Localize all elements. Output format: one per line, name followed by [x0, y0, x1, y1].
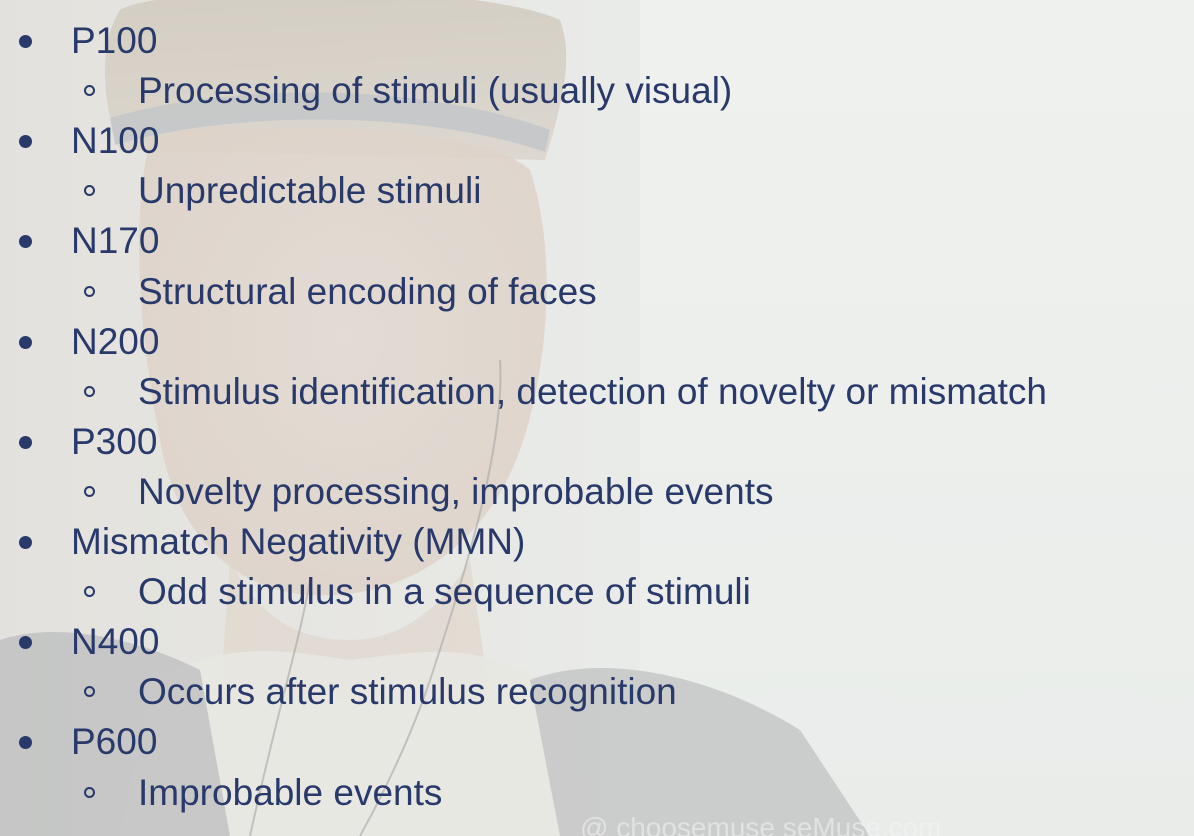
bullet-text: Processing of stimuli (usually visual) — [138, 70, 733, 111]
face-shape — [139, 127, 547, 596]
hollow-bullet-icon — [84, 85, 95, 96]
filled-bullet-icon — [19, 336, 32, 349]
watermark-text: @ choosemuse seMuse.com — [580, 812, 942, 836]
bullet-item: N200 — [0, 317, 1194, 367]
filled-bullet-icon — [19, 436, 32, 449]
sub-bullet-item: Processing of stimuli (usually visual) — [0, 66, 1194, 116]
sub-bullet-item: Structural encoding of faces — [0, 267, 1194, 317]
filled-bullet-icon — [19, 536, 32, 549]
hollow-bullet-icon — [84, 386, 95, 397]
bullet-item: N100 — [0, 116, 1194, 166]
bullet-text: N200 — [71, 321, 160, 362]
bullet-text: P100 — [71, 20, 158, 61]
wire-left-shape — [249, 579, 311, 836]
bullet-text: Improbable events — [138, 772, 443, 813]
sub-bullet-item: Stimulus identification, detection of no… — [0, 367, 1194, 417]
bullet-text: Mismatch Negativity (MMN) — [71, 521, 526, 562]
jacket-right-shape — [530, 668, 870, 836]
bullet-text: N400 — [71, 621, 160, 662]
wire-right-shape — [359, 359, 502, 836]
bullet-text: Odd stimulus in a sequence of stimuli — [138, 571, 751, 612]
shirt-shape — [120, 651, 600, 836]
jacket-left-shape — [0, 631, 230, 836]
hollow-bullet-icon — [84, 286, 95, 297]
sub-bullet-item: Improbable events — [0, 768, 1194, 818]
bullet-text: Stimulus identification, detection of no… — [138, 371, 1047, 412]
bullet-text: N170 — [71, 220, 160, 261]
filled-bullet-icon — [19, 35, 32, 48]
bullet-text: Novelty processing, improbable events — [138, 471, 774, 512]
filled-bullet-icon — [19, 736, 32, 749]
bullet-text: P300 — [71, 421, 158, 462]
sub-bullet-item: Occurs after stimulus recognition — [0, 667, 1194, 717]
hollow-bullet-icon — [84, 686, 95, 697]
sub-bullet-item: Unpredictable stimuli — [0, 166, 1194, 216]
filled-bullet-icon — [19, 235, 32, 248]
hollow-bullet-icon — [84, 787, 95, 798]
bullet-item: P300 — [0, 417, 1194, 467]
hollow-bullet-icon — [84, 486, 95, 497]
bullet-item: P600 — [0, 717, 1194, 767]
bullet-text: Structural encoding of faces — [138, 271, 597, 312]
sub-bullet-item: Novelty processing, improbable events — [0, 467, 1194, 517]
bullet-text: N100 — [71, 120, 160, 161]
headband-shape — [110, 92, 550, 152]
bullet-item: Mismatch Negativity (MMN) — [0, 517, 1194, 567]
sub-bullet-item: Odd stimulus in a sequence of stimuli — [0, 567, 1194, 617]
bullet-item: P100 — [0, 16, 1194, 66]
bullet-text: Occurs after stimulus recognition — [138, 671, 677, 712]
bullet-text: Unpredictable stimuli — [138, 170, 482, 211]
hollow-bullet-icon — [84, 185, 95, 196]
bullet-item: N170 — [0, 216, 1194, 266]
bullet-item: N400 — [0, 617, 1194, 667]
filled-bullet-icon — [19, 135, 32, 148]
filled-bullet-icon — [19, 636, 32, 649]
bullet-text: P600 — [71, 721, 158, 762]
hollow-bullet-icon — [84, 586, 95, 597]
